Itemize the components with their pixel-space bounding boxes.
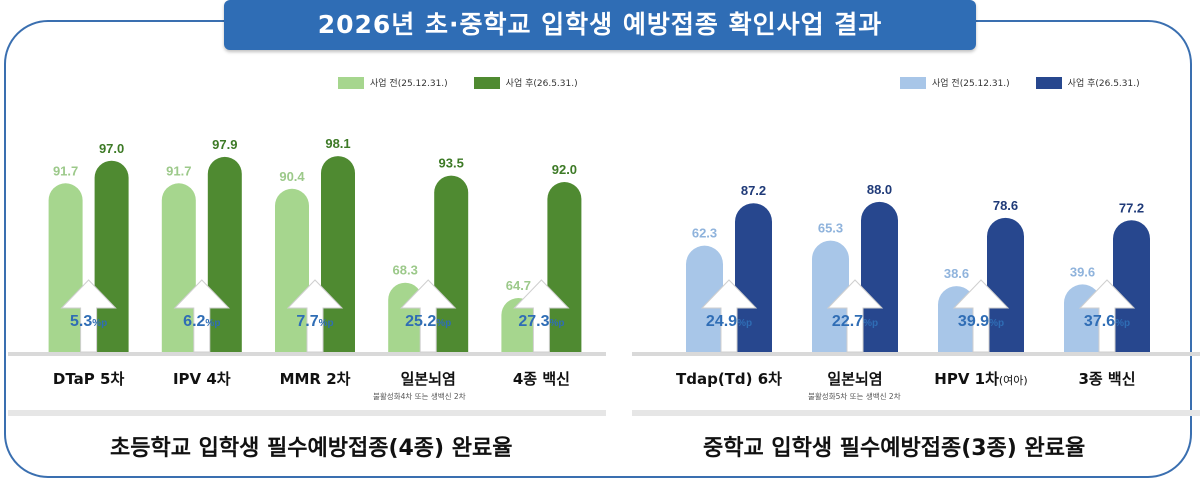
increase-arrow: [60, 279, 117, 353]
data-label-before: 91.7: [53, 163, 78, 178]
legend-label-before: 사업 전(25.12.31.): [932, 79, 1010, 89]
diff-label: 25.2%p: [405, 313, 451, 330]
legend-before: 사업 전(25.12.31.): [338, 76, 448, 89]
diff-label: 39.9%p: [958, 313, 1004, 330]
legend-after: 사업 후(26.5.31.): [473, 76, 578, 89]
bar-after: [547, 182, 582, 352]
legend-label-after: 사업 후(26.5.31.): [1067, 79, 1140, 89]
data-label-after: 88.0: [867, 182, 892, 197]
category-label: MMR 2차: [280, 370, 351, 388]
bar-after: [987, 217, 1024, 352]
middle-school-subtitle: 중학교 입학생 필수예방접종(3종) 완료율: [703, 436, 1086, 461]
data-label-before: 90.4: [279, 169, 305, 184]
data-label-after: 92.0: [552, 162, 577, 177]
diff-label: 22.7%p: [832, 313, 878, 330]
data-label-after: 78.6: [993, 198, 1018, 213]
diff-label: 5.3%p: [70, 313, 107, 330]
legend-after: 사업 후(26.5.31.): [1035, 76, 1140, 89]
legend-swatch-after: [473, 76, 500, 89]
category-label: 3종 백신: [1078, 370, 1135, 388]
data-label-after: 93.5: [439, 156, 464, 171]
legend-swatch-before: [338, 76, 364, 89]
category-label: Tdap(Td) 6차: [676, 370, 782, 388]
middle-school-chart-panel: 62.3 87.2 24.9%p Tdap(Td) 6차 65.3 88.0 22.7%p 일…: [632, 62, 1200, 417]
data-label-after: 98.1: [325, 136, 350, 151]
category-label: 일본뇌염: [401, 370, 456, 388]
legend-swatch-before: [900, 76, 926, 89]
increase-arrow: [513, 279, 570, 353]
bar-before: [48, 183, 83, 352]
increase-arrow: [700, 279, 758, 353]
bar-after: [861, 201, 898, 352]
floor-band: [8, 410, 606, 416]
legend-before: 사업 전(25.12.31.): [900, 76, 1010, 89]
legend-label-after: 사업 후(26.5.31.): [505, 79, 578, 89]
increase-arrow: [400, 279, 457, 353]
bar-before: [812, 240, 849, 352]
baseline-band: [8, 352, 606, 356]
middle-school-legend: 사업 전(25.12.31.) 사업 후(26.5.31.): [900, 76, 1140, 89]
increase-arrow: [826, 279, 884, 353]
category-label: HPV 1차(여아): [934, 370, 1027, 388]
data-label-after: 77.2: [1119, 200, 1144, 215]
data-label-after: 87.2: [741, 183, 766, 198]
category-label: 4종 백신: [513, 370, 570, 388]
bar-before: [501, 298, 536, 352]
data-label-after: 97.0: [99, 141, 124, 156]
increase-arrow: [952, 279, 1010, 353]
page-title: 2026년 초·중학교 입학생 예방접종 확인사업 결과: [224, 0, 976, 50]
category-label: DTaP 5차: [53, 370, 125, 388]
diff-label: 27.3%p: [518, 313, 564, 330]
data-label-before: 39.6: [1070, 264, 1095, 279]
bar-before: [161, 183, 196, 352]
increase-arrow: [1078, 279, 1136, 353]
data-label-before: 91.7: [166, 163, 191, 178]
category-label: 일본뇌염: [827, 370, 882, 388]
data-label-before: 64.7: [506, 278, 531, 293]
elementary-chart: 91.7 97.0 5.3%p DTaP 5차 91.7 97.9 6.2%p IPV 4차 9…: [8, 136, 606, 416]
legend-label-before: 사업 전(25.12.31.): [370, 79, 448, 89]
bar-after: [735, 203, 772, 352]
increase-arrow: [173, 279, 230, 353]
elementary-legend: 사업 전(25.12.31.) 사업 후(26.5.31.): [338, 76, 578, 89]
floor-band: [632, 410, 1200, 416]
data-label-before: 38.6: [944, 266, 969, 281]
elementary-footnote: 불활성화4차 또는 생백신 2차: [373, 392, 466, 401]
data-label-before: 65.3: [818, 221, 843, 236]
category-label: IPV 4차: [173, 370, 231, 388]
bar-after: [1113, 220, 1150, 352]
increase-arrow: [286, 279, 344, 353]
diff-label: 37.6%p: [1084, 313, 1130, 330]
diff-label: 6.2%p: [183, 313, 220, 330]
baseline-band: [632, 352, 1200, 356]
bar-before: [275, 188, 309, 352]
data-label-before: 68.3: [393, 263, 418, 278]
elementary-chart-panel: 91.7 97.0 5.3%p DTaP 5차 91.7 97.9 6.2%p IPV 4차 9…: [8, 62, 606, 417]
middle-school-footnote: 불활성화5차 또는 생백신 2차: [808, 392, 901, 401]
diff-label: 7.7%p: [296, 313, 333, 330]
data-label-before: 62.3: [692, 226, 717, 241]
diff-label: 24.9%p: [706, 313, 752, 330]
bar-before: [686, 245, 723, 352]
middle-school-chart: 62.3 87.2 24.9%p Tdap(Td) 6차 65.3 88.0 22.7%p 일…: [632, 182, 1200, 416]
data-label-after: 97.9: [212, 137, 237, 152]
elementary-subtitle: 초등학교 입학생 필수예방접종(4종) 완료율: [110, 436, 513, 461]
legend-swatch-after: [1035, 76, 1062, 89]
